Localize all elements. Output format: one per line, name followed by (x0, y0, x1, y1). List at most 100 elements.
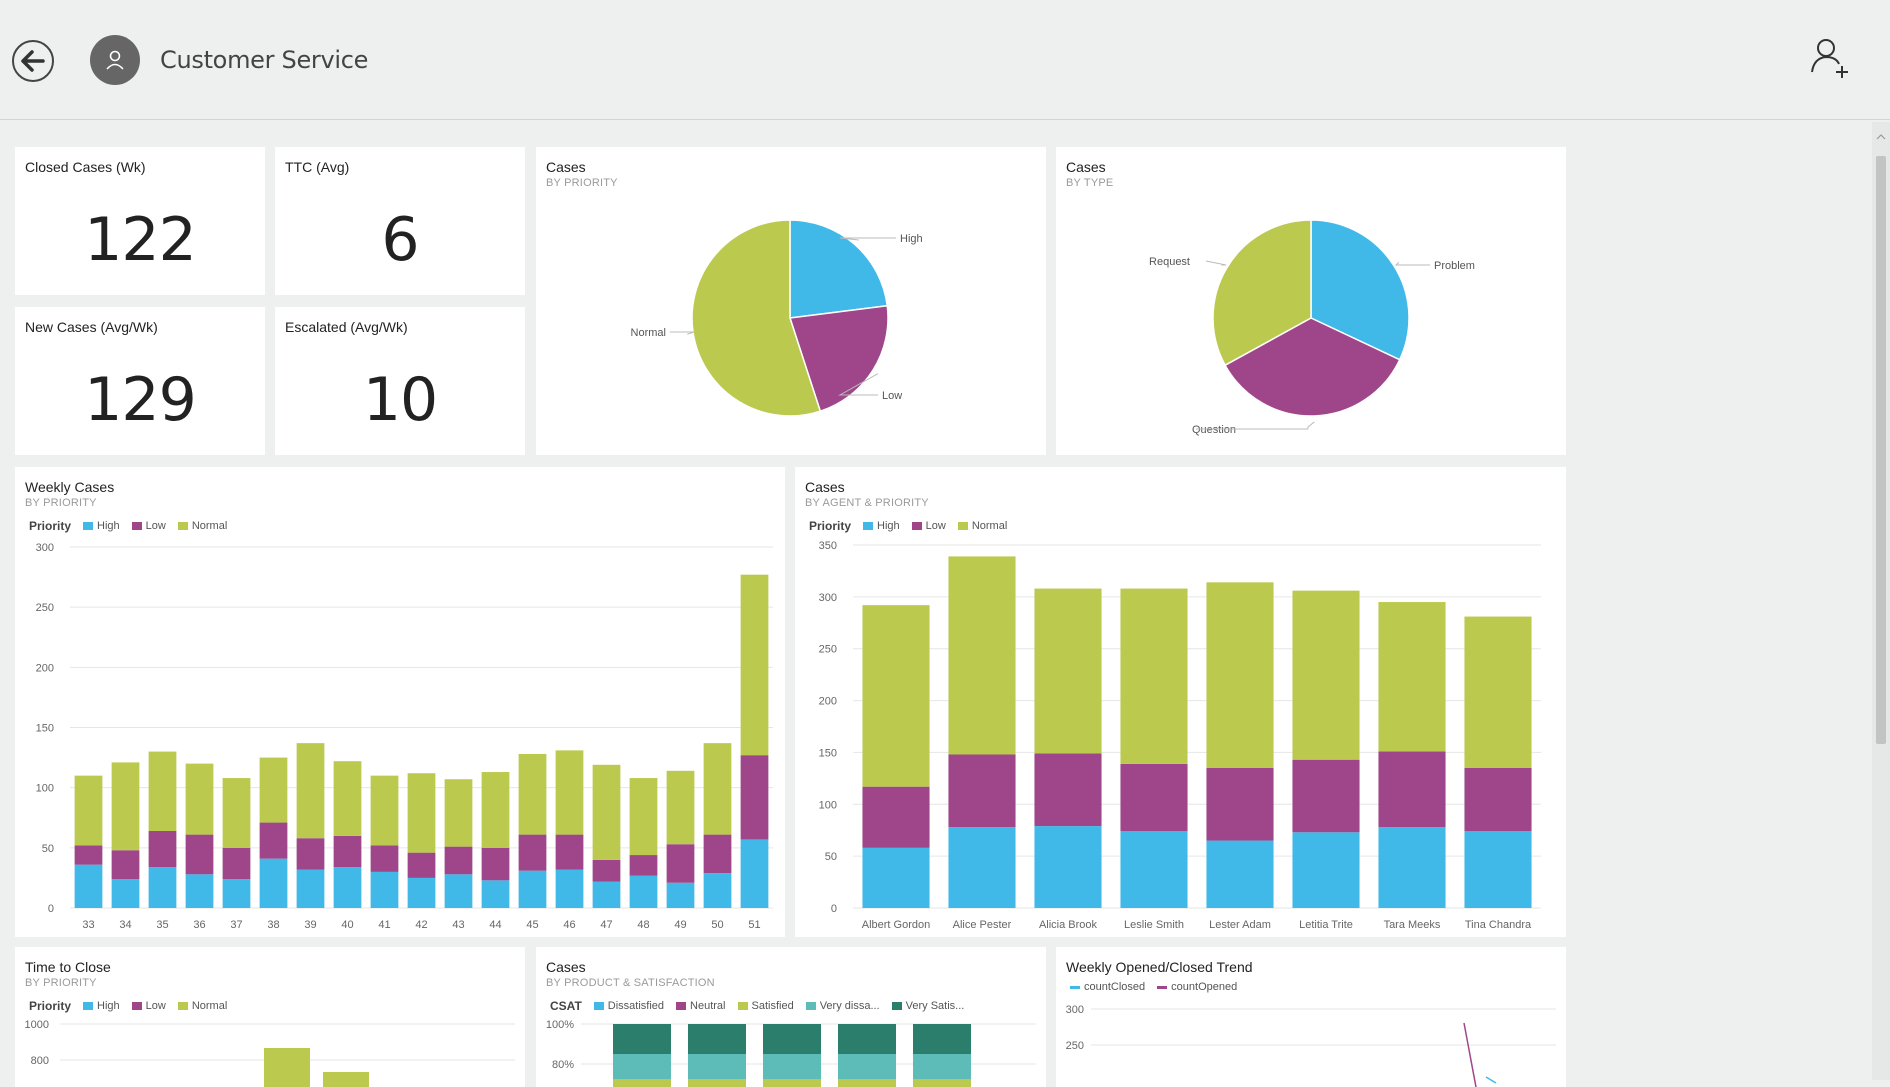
scroll-thumb[interactable] (1876, 156, 1886, 744)
bar-segment-normal[interactable] (444, 779, 473, 847)
bar-group[interactable] (838, 1024, 896, 1087)
bar-segment-high[interactable] (481, 880, 510, 908)
bar-segment-high[interactable] (666, 882, 695, 908)
bar-segment-high[interactable] (703, 873, 732, 908)
bar-stack[interactable] (296, 743, 325, 908)
tile-cases-by-product[interactable]: Cases BY PRODUCT & SATISFACTION CSAT Dis… (536, 947, 1046, 1087)
bar-segment[interactable] (763, 1054, 821, 1079)
tile-weekly-cases[interactable]: Weekly Cases BY PRIORITY Priority High L… (15, 467, 785, 937)
bar-stack[interactable] (1378, 602, 1446, 908)
bar-segment-normal[interactable] (111, 762, 140, 851)
bar-segment-low[interactable] (666, 844, 695, 883)
series-line-opened[interactable] (1463, 1022, 1477, 1087)
bar-stack[interactable] (148, 751, 177, 908)
bar-segment[interactable] (688, 1024, 746, 1054)
bar-stack[interactable] (333, 761, 362, 908)
bar-stack[interactable] (1034, 588, 1102, 908)
bar-stack[interactable] (481, 772, 510, 908)
bar-stack[interactable] (666, 770, 695, 908)
back-button[interactable] (12, 40, 54, 82)
bar-segment-normal[interactable] (481, 772, 510, 848)
bar-segment-high[interactable] (148, 867, 177, 908)
bar-segment-high[interactable] (555, 869, 584, 908)
bar[interactable] (264, 1048, 310, 1087)
bar-stack[interactable] (1120, 588, 1188, 908)
bar-stack[interactable] (259, 757, 288, 908)
bar-segment-normal[interactable] (407, 773, 436, 853)
bar-segment-low[interactable] (111, 850, 140, 880)
bar-segment-high[interactable] (444, 874, 473, 908)
bar-segment-normal[interactable] (592, 764, 621, 860)
bar-segment-high[interactable] (1464, 831, 1532, 908)
bar-stack[interactable] (1464, 616, 1532, 908)
bar-stack[interactable] (703, 743, 732, 908)
legend-item-normal[interactable]: Normal (177, 1000, 227, 1012)
bar-stack[interactable] (111, 762, 140, 908)
bar-segment-high[interactable] (74, 864, 103, 908)
bar-segment[interactable] (613, 1024, 671, 1054)
bar-segment-normal[interactable] (948, 556, 1016, 755)
bar-segment-low[interactable] (703, 834, 732, 874)
bar-segment-low[interactable] (481, 847, 510, 881)
bar-segment-normal[interactable] (1206, 582, 1274, 768)
bar-segment-low[interactable] (518, 834, 547, 871)
bar-segment-normal[interactable] (1292, 590, 1360, 760)
bar-stack[interactable] (948, 556, 1016, 908)
bar-segment[interactable] (688, 1054, 746, 1079)
bar-stack[interactable] (592, 764, 621, 908)
bar-segment-normal[interactable] (629, 778, 658, 856)
bar-segment-high[interactable] (1292, 832, 1360, 908)
bar-segment-high[interactable] (862, 847, 930, 908)
bar-group[interactable] (913, 1024, 971, 1087)
bar-segment-normal[interactable] (1034, 588, 1102, 754)
bar-stack[interactable] (862, 605, 930, 908)
bar-stack[interactable] (629, 778, 658, 908)
bar-segment-high[interactable] (740, 839, 769, 908)
bar-segment-low[interactable] (1292, 759, 1360, 833)
bar-segment-normal[interactable] (370, 775, 399, 846)
bar-segment-low[interactable] (148, 830, 177, 868)
tile-cases-by-agent[interactable]: Cases BY AGENT & PRIORITY Priority High … (795, 467, 1566, 937)
bar-segment[interactable] (613, 1079, 671, 1087)
bar-stack[interactable] (370, 775, 399, 908)
legend-item-satisfied[interactable]: Satisfied (737, 1000, 794, 1012)
bar-stack[interactable] (74, 775, 103, 908)
bar-segment-normal[interactable] (333, 761, 362, 836)
kpi-tile-escalated[interactable]: Escalated (Avg/Wk) 10 (275, 307, 525, 455)
pie-slice-question[interactable] (1224, 317, 1401, 417)
bar-segment-normal[interactable] (518, 753, 547, 835)
bar-segment-low[interactable] (1206, 767, 1274, 841)
kpi-tile-ttc[interactable]: TTC (Avg) 6 (275, 147, 525, 295)
bar-segment-normal[interactable] (555, 750, 584, 835)
bar-segment-normal[interactable] (1378, 602, 1446, 752)
pie-slice-low[interactable] (789, 304, 889, 413)
legend-item-opened[interactable]: countOpened (1157, 981, 1237, 993)
bar-segment[interactable] (838, 1024, 896, 1054)
bar-segment-low[interactable] (740, 755, 769, 840)
bar-segment-low[interactable] (948, 754, 1016, 828)
bar-segment[interactable] (688, 1079, 746, 1087)
bar-segment-high[interactable] (259, 858, 288, 908)
bar-segment-low[interactable] (74, 845, 103, 865)
bar-segment[interactable] (913, 1054, 971, 1079)
bar-segment-high[interactable] (296, 869, 325, 908)
legend-item-high[interactable]: High (83, 520, 120, 532)
legend-item-normal[interactable]: Normal (957, 520, 1007, 532)
legend-item-normal[interactable]: Normal (177, 520, 227, 532)
bar-segment[interactable] (838, 1079, 896, 1087)
bar-segment-low[interactable] (862, 786, 930, 848)
bar-segment-low[interactable] (370, 845, 399, 872)
bar-segment-high[interactable] (592, 881, 621, 908)
bar-segment-low[interactable] (444, 846, 473, 875)
bar-stack[interactable] (1206, 582, 1274, 908)
bar-segment-low[interactable] (1464, 767, 1532, 832)
bar-group[interactable] (688, 1024, 746, 1087)
bar-segment[interactable] (763, 1024, 821, 1054)
vertical-scrollbar[interactable] (1872, 122, 1890, 1080)
bar-segment-low[interactable] (259, 822, 288, 859)
bar-group[interactable] (613, 1024, 671, 1087)
bar-segment[interactable] (913, 1024, 971, 1054)
bar-segment-normal[interactable] (222, 778, 251, 848)
bar-segment-high[interactable] (1120, 831, 1188, 908)
bar-segment-normal[interactable] (1120, 588, 1188, 764)
